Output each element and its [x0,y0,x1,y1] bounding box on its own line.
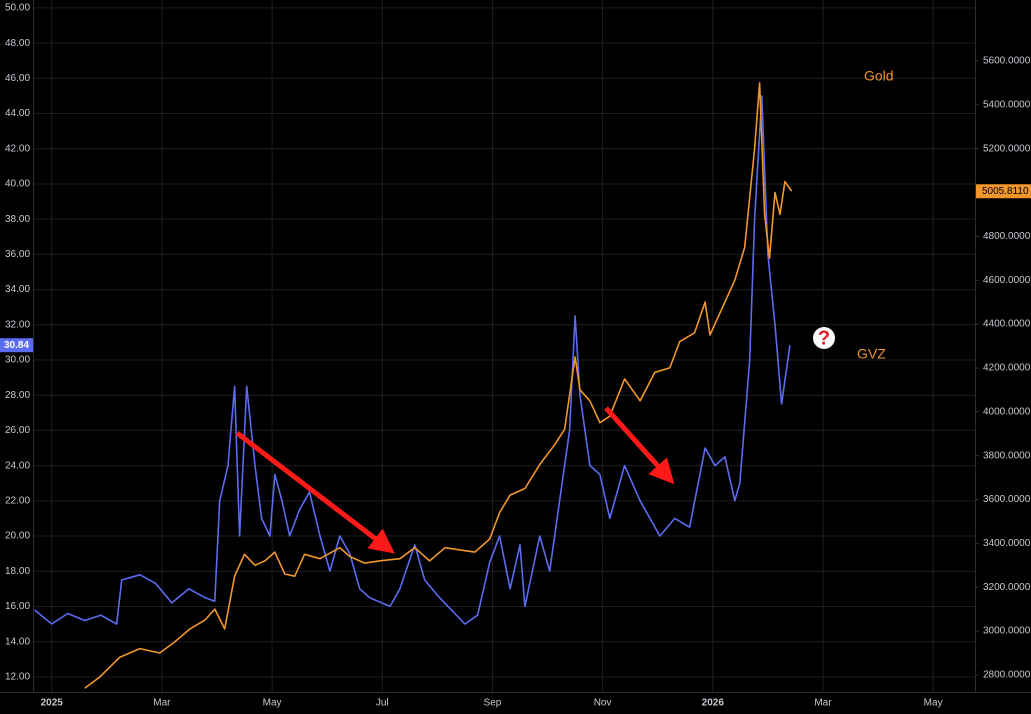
grid [33,0,975,692]
y2-tick-label: 4200.0000 [983,363,1031,374]
x-tick-label: May [924,698,943,709]
y-tick-label: 14.00 [5,636,30,647]
series-line [34,95,791,625]
y-tick-label: 34.00 [5,284,30,295]
y2-tick-label: 5200.0000 [983,143,1031,154]
x-tick-label: Sep [484,698,502,709]
series-line [84,82,793,689]
y-tick-label: 46.00 [5,73,30,84]
gold-last-value: 5005.8110 [982,186,1029,197]
y-tick-label: 18.00 [5,566,30,577]
y-tick-label: 26.00 [5,425,30,436]
y-tick-label: 30.00 [5,355,30,366]
y-tick-label: 24.00 [5,460,30,471]
y2-tick-label: 3800.0000 [983,450,1031,461]
x-tick-label: Mar [153,698,171,709]
x-tick-label: Jul [376,698,389,709]
y-tick-label: 48.00 [5,38,30,49]
arrow [604,406,675,485]
x-tick-label: 2026 [702,698,725,709]
y-tick-label: 38.00 [5,214,30,225]
gold-last-badge [976,184,1031,199]
y2-tick-label: 3400.0000 [983,538,1031,549]
y2-tick-label: 4000.0000 [983,406,1031,417]
y-tick-label: 28.00 [5,390,30,401]
gold-label: Gold [864,68,894,84]
y2-tick-label: 4600.0000 [983,275,1031,286]
arrow [235,431,395,554]
y-tick-label: 16.00 [5,601,30,612]
y-tick-label: 40.00 [5,179,30,190]
y2-tick-label: 4800.0000 [983,231,1031,242]
y-tick-label: 22.00 [5,495,30,506]
question-mark: ? [818,327,830,349]
y2-tick-label: 3600.0000 [983,494,1031,505]
y2-tick-label: 4400.0000 [983,319,1031,330]
y-tick-label: 36.00 [5,249,30,260]
gvz-last-badge [0,338,33,353]
question-badge [813,327,835,349]
x-tick-label: Nov [594,698,612,709]
y2-tick-label: 3200.0000 [983,582,1031,593]
y2-tick-label: 5400.0000 [983,99,1031,110]
plot [34,82,793,689]
x-tick-label: Mar [814,698,832,709]
y-tick-label: 50.00 [5,3,30,14]
y-tick-label: 42.00 [5,143,30,154]
y-tick-label: 44.00 [5,108,30,119]
gvz-label: GVZ [857,346,886,362]
x-tick-label: 2025 [41,698,64,709]
y2-tick-label: 5600.0000 [983,56,1031,67]
y-tick-label: 32.00 [5,319,30,330]
y-tick-label: 20.00 [5,531,30,542]
y2-tick-label: 2800.0000 [983,670,1031,681]
y2-tick-label: 3000.0000 [983,626,1031,637]
arrows [235,406,675,554]
y-tick-label: 12.00 [5,672,30,683]
x-tick-label: May [263,698,282,709]
gvz-last-value: 30.84 [4,340,29,351]
